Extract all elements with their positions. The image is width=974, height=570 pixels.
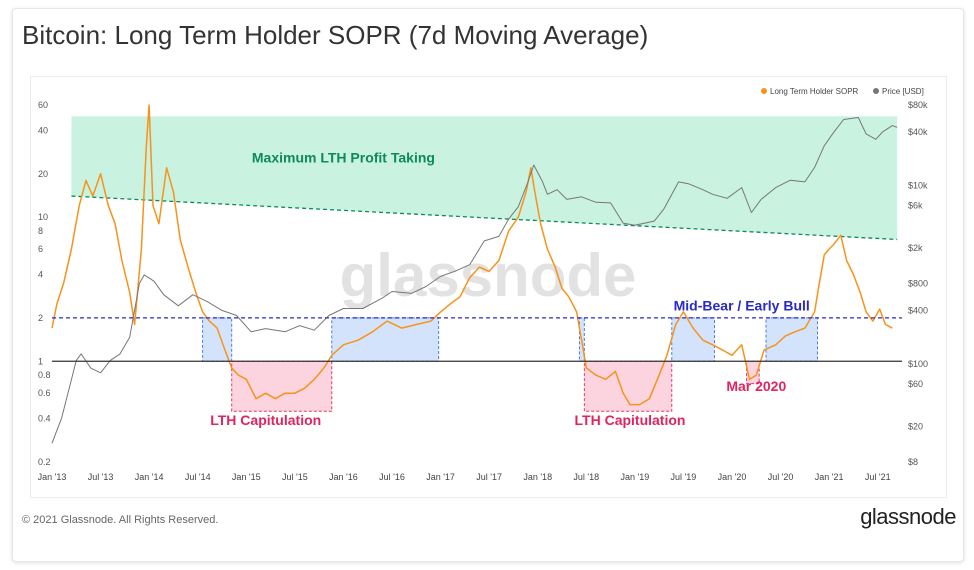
x-tick-label: Jan '20: [718, 472, 747, 482]
y-left-tick-label: 0.4: [38, 414, 51, 424]
x-tick-label: Jul '14: [185, 472, 211, 482]
y-left-tick-label: 0.6: [38, 388, 51, 398]
legend-entry: Price [USD]: [882, 87, 924, 96]
y-right-tick-label: $20: [908, 421, 923, 431]
y-right-tick-label: $10k: [908, 181, 928, 191]
y-right-tick-label: $80k: [908, 100, 928, 110]
legend: Long Term Holder SOPR Price [USD]: [761, 87, 924, 96]
annotation-label: Mar 2020: [726, 378, 786, 394]
x-tick-label: Jul '13: [88, 472, 114, 482]
y-right-tick-label: $2k: [908, 243, 923, 253]
y-left-tick-label: 4: [38, 269, 43, 279]
lines-layer: [51, 104, 898, 444]
y-left-tick-label: 0.8: [38, 370, 51, 380]
chart-title: Bitcoin: Long Term Holder SOPR (7d Movin…: [22, 20, 649, 50]
x-tick-label: Jan '16: [329, 472, 358, 482]
y-right-tick-label: $100: [908, 359, 928, 369]
x-tick-label: Jul '19: [671, 472, 697, 482]
x-tick-label: Jul '16: [379, 472, 405, 482]
x-tick-label: Jul '18: [573, 472, 599, 482]
bear-zone-2: [331, 317, 440, 362]
annotation-label: LTH Capitulation: [210, 412, 321, 428]
capitulation-zone-6: [231, 360, 333, 412]
y-right-tick-label: $6k: [908, 200, 923, 210]
plot-frame: [30, 76, 947, 498]
y-left-tick-label: 10: [38, 212, 48, 222]
annotation-label: Maximum LTH Profit Taking: [252, 149, 435, 165]
y-left-tick-label: 2: [38, 313, 43, 323]
y-right-tick-label: $400: [908, 305, 928, 315]
y-left-tick-label: 8: [38, 226, 43, 236]
capitulation-zone-7: [583, 360, 673, 412]
x-tick-label: Jul '15: [282, 472, 308, 482]
regions-layer: [71, 116, 898, 412]
legend-marker: [761, 88, 767, 94]
x-tick-label: Jul '20: [768, 472, 794, 482]
y-left-tick-label: 0.2: [38, 457, 51, 467]
x-tick-label: Jan '18: [523, 472, 552, 482]
annotation-label: Mid-Bear / Early Bull: [674, 298, 810, 314]
max-profit-zone: [71, 116, 898, 240]
price-line: [51, 117, 898, 444]
y-right-tick-label: $800: [908, 279, 928, 289]
annotations-layer: Maximum LTH Profit Taking LTH Capitulatio…: [210, 149, 810, 428]
copyright-text: © 2021 Glassnode. All Rights Reserved.: [22, 514, 219, 526]
x-tick-label: Jan '21: [815, 472, 844, 482]
glassnode-logo: glassnode: [860, 504, 956, 529]
max-profit-trendline: [71, 195, 898, 241]
x-tick-label: Jan '17: [426, 472, 455, 482]
axes-layer: Jan '13 Jul '13 Jan '14 Jul '14 Jan '15 Jul '…: [38, 100, 928, 482]
y-left-tick-label: 60: [38, 100, 48, 110]
x-tick-label: Jul '17: [476, 472, 502, 482]
sopr-line: [51, 104, 893, 406]
y-right-tick-label: $60: [908, 379, 923, 389]
chart-card: [12, 8, 964, 562]
bear-zone-5: [765, 317, 818, 362]
x-tick-label: Jan '19: [620, 472, 649, 482]
x-tick-label: Jul '21: [865, 472, 891, 482]
y-right-tick-label: $8: [908, 457, 918, 467]
y-left-tick-label: 1: [38, 356, 43, 366]
y-left-tick-label: 20: [38, 169, 48, 179]
watermark-text: glassnode: [340, 242, 637, 309]
annotation-label: LTH Capitulation: [575, 412, 686, 428]
x-tick-label: Jan '15: [232, 472, 261, 482]
x-tick-label: Jan '13: [38, 472, 67, 482]
y-left-tick-label: 6: [38, 244, 43, 254]
legend-marker: [873, 88, 879, 94]
x-tick-label: Jan '14: [135, 472, 164, 482]
y-left-tick-label: 40: [38, 125, 48, 135]
y-right-tick-label: $40k: [908, 127, 928, 137]
bear-zone-4: [671, 317, 716, 362]
legend-entry: Long Term Holder SOPR: [770, 87, 859, 96]
